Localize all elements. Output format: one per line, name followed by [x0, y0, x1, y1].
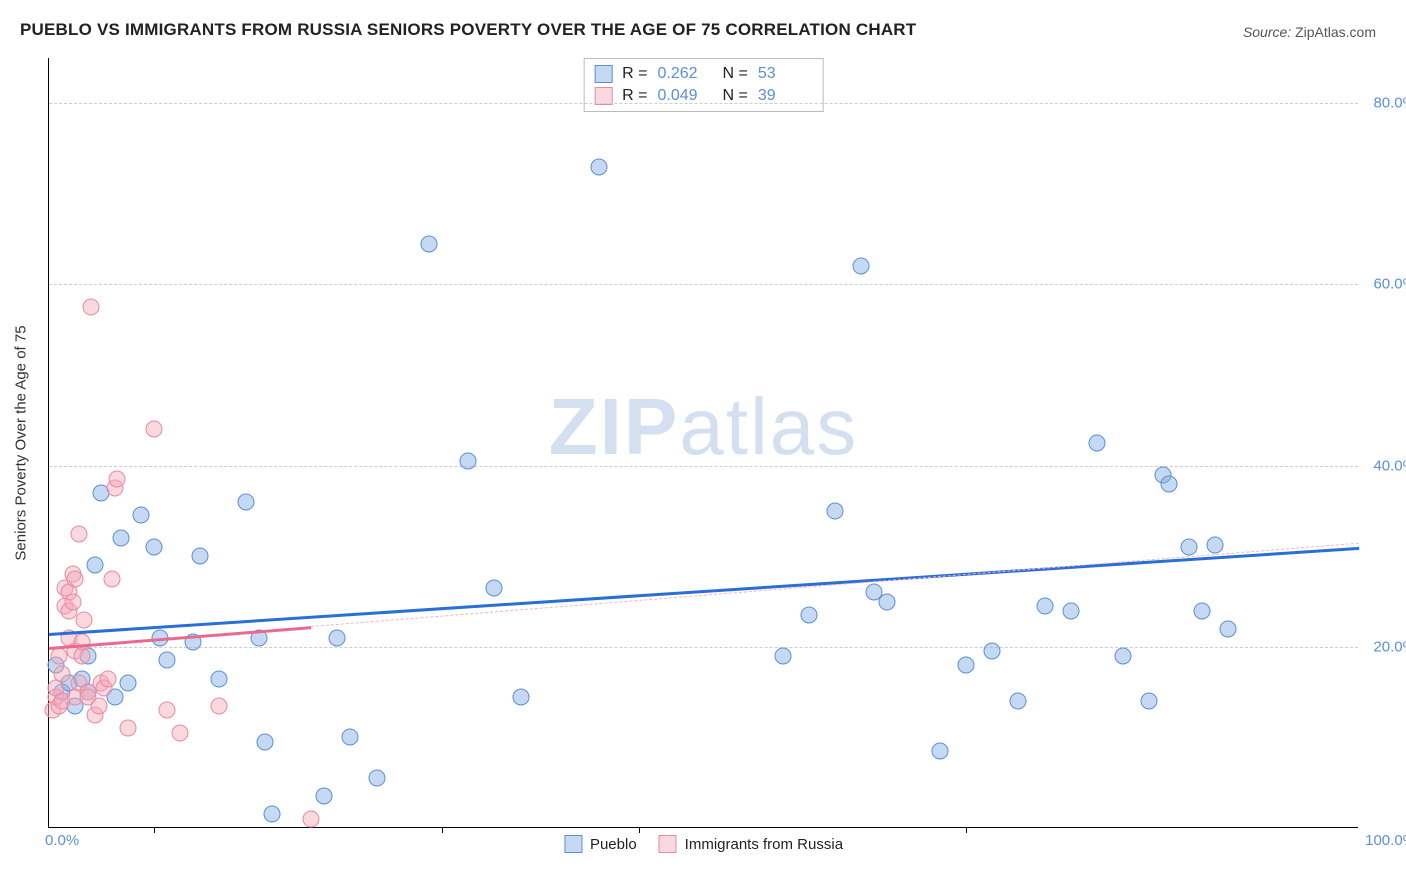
x-tick [966, 827, 967, 833]
chart-title: PUEBLO VS IMMIGRANTS FROM RUSSIA SENIORS… [20, 20, 916, 40]
series-legend-item: Pueblo [564, 835, 637, 853]
watermark-bold: ZIP [549, 382, 679, 471]
scatter-point [67, 570, 84, 587]
legend-n-label: N = [723, 65, 748, 83]
scatter-point [113, 530, 130, 547]
scatter-point [420, 235, 437, 252]
scatter-point [368, 770, 385, 787]
scatter-point [1161, 475, 1178, 492]
gridline [49, 284, 1358, 285]
scatter-point [90, 697, 107, 714]
scatter-point [1089, 435, 1106, 452]
scatter-point [145, 421, 162, 438]
scatter-point [158, 702, 175, 719]
watermark-light: atlas [679, 382, 858, 471]
scatter-point [1062, 602, 1079, 619]
scatter-point [853, 258, 870, 275]
scatter-point [774, 647, 791, 664]
scatter-point [827, 502, 844, 519]
legend-n-value: 53 [758, 65, 813, 83]
x-axis-start-label: 0.0% [45, 832, 79, 849]
legend-r-label: R = [622, 65, 647, 83]
scatter-point [1036, 598, 1053, 615]
scatter-point [64, 593, 81, 610]
scatter-point [86, 557, 103, 574]
scatter-point [191, 548, 208, 565]
scatter-point [109, 471, 126, 488]
scatter-point [1010, 693, 1027, 710]
scatter-point [76, 611, 93, 628]
series-legend-item: Immigrants from Russia [659, 835, 843, 853]
legend-row: R = 0.262 N = 53 [594, 63, 813, 85]
scatter-point [1115, 647, 1132, 664]
scatter-point [82, 299, 99, 316]
scatter-point [460, 453, 477, 470]
x-tick [442, 827, 443, 833]
gridline [49, 103, 1358, 104]
legend-swatch [594, 65, 612, 83]
scatter-point [73, 634, 90, 651]
scatter-point [591, 158, 608, 175]
scatter-point [54, 666, 71, 683]
chart-plot-area: ZIPatlas Seniors Poverty Over the Age of… [48, 58, 1358, 828]
scatter-point [342, 729, 359, 746]
legend-swatch [659, 835, 677, 853]
scatter-point [984, 643, 1001, 660]
scatter-point [958, 656, 975, 673]
scatter-point [103, 570, 120, 587]
y-tick-label: 60.0% [1362, 276, 1406, 293]
scatter-point [99, 670, 116, 687]
legend-swatch [564, 835, 582, 853]
scatter-point [303, 810, 320, 827]
scatter-point [51, 647, 68, 664]
y-tick-label: 40.0% [1362, 457, 1406, 474]
scatter-point [316, 788, 333, 805]
scatter-point [237, 493, 254, 510]
series-name: Immigrants from Russia [685, 836, 843, 853]
scatter-point [800, 607, 817, 624]
y-tick-label: 20.0% [1362, 638, 1406, 655]
scatter-point [257, 733, 274, 750]
series-legend: Pueblo Immigrants from Russia [564, 835, 843, 853]
scatter-point [119, 675, 136, 692]
watermark: ZIPatlas [549, 381, 858, 473]
scatter-point [145, 539, 162, 556]
source-prefix: Source: [1243, 24, 1295, 40]
x-tick [639, 827, 640, 833]
scatter-point [211, 697, 228, 714]
scatter-point [211, 670, 228, 687]
scatter-point [486, 579, 503, 596]
scatter-point [119, 720, 136, 737]
source-name: ZipAtlas.com [1295, 24, 1376, 40]
legend-r-value: 0.262 [658, 65, 713, 83]
x-axis-end-label: 100.0% [1365, 832, 1406, 849]
scatter-point [71, 525, 88, 542]
gridline [49, 647, 1358, 648]
scatter-point [1180, 539, 1197, 556]
scatter-point [1220, 620, 1237, 637]
trend-line [49, 547, 1359, 636]
scatter-point [329, 629, 346, 646]
scatter-point [931, 743, 948, 760]
scatter-point [1141, 693, 1158, 710]
scatter-point [158, 652, 175, 669]
scatter-point [879, 593, 896, 610]
scatter-point [172, 724, 189, 741]
y-tick-label: 80.0% [1362, 95, 1406, 112]
scatter-point [512, 688, 529, 705]
scatter-point [1206, 537, 1223, 554]
x-tick [154, 827, 155, 833]
scatter-point [1193, 602, 1210, 619]
y-axis-label: Seniors Poverty Over the Age of 75 [13, 325, 30, 560]
series-name: Pueblo [590, 836, 637, 853]
scatter-point [132, 507, 149, 524]
source-attribution: Source: ZipAtlas.com [1243, 24, 1376, 40]
scatter-point [263, 806, 280, 823]
